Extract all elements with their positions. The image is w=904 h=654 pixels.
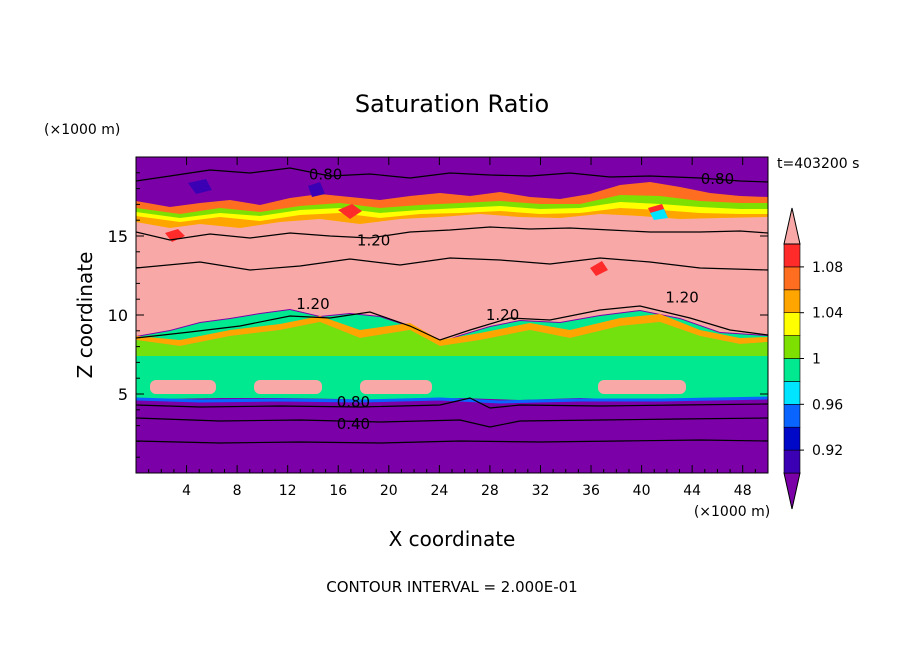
contour-lines	[136, 167, 768, 444]
y-axis-label: Z coordinate	[73, 252, 97, 379]
cloud-base-blue	[136, 396, 768, 404]
colorbar-label-1: 0.96	[812, 397, 843, 413]
colorbar-label-4: 1.08	[812, 260, 843, 276]
colorbar-segment-6	[783, 335, 801, 359]
colorbar-segment-1	[783, 449, 801, 474]
contour-label-7: 0.40	[337, 415, 370, 433]
y-unit-label: (×1000 m)	[44, 122, 120, 138]
y-tick-label-2: 15	[108, 227, 128, 246]
y-tick-label-1: 10	[108, 306, 128, 325]
x-tick-label-2: 12	[279, 483, 297, 499]
chart-title: Saturation Ratio	[355, 90, 549, 118]
contour-label-5: 1.20	[665, 289, 698, 307]
colorbar-label-0: 0.92	[812, 443, 843, 459]
time-label: t=403200 s	[777, 156, 859, 172]
contour-label-layer: 0.80 0.80 1.20 1.20 1.20 1.20 0.80 0.40	[296, 165, 734, 433]
x-tick-label-4: 20	[380, 483, 398, 499]
contour-label-1: 0.80	[701, 170, 734, 188]
x-tick-label-0: 4	[182, 483, 191, 499]
contour-label-2: 1.20	[357, 232, 390, 250]
colorbar-segment-8	[783, 289, 801, 313]
contour-label-0: 0.80	[309, 165, 342, 183]
x-tick-label-6: 28	[481, 483, 499, 499]
colorbar-segment-2	[783, 426, 801, 451]
x-axis-label: X coordinate	[389, 527, 516, 551]
x-tick-label-5: 24	[430, 483, 448, 499]
x-tick-label-9: 40	[633, 483, 651, 499]
base-lens-1	[150, 380, 216, 394]
colorbar-segment-3	[783, 403, 801, 428]
x-axis-ticks: 4 8 12 16 20 24 28 32 36 40 44 48	[148, 157, 756, 499]
lower-orange-fringe	[136, 314, 768, 346]
y-axis-ticks: 5 10 15	[108, 172, 768, 458]
colorbar-label-3: 1.04	[812, 306, 843, 322]
base-lens-4	[598, 380, 686, 394]
colorbar: 0.92 0.96 1 1.04 1.08	[783, 207, 843, 510]
x-tick-label-3: 16	[329, 483, 347, 499]
contour-label-3: 1.20	[296, 295, 329, 313]
x-tick-label-11: 48	[734, 483, 752, 499]
base-lens-3	[360, 380, 432, 394]
colorbar-label-2: 1	[812, 352, 821, 368]
contour-label-4: 1.20	[486, 306, 519, 324]
colorbar-segment-4	[783, 381, 801, 405]
top-blue-patches	[188, 179, 325, 197]
x-tick-label-1: 8	[233, 483, 242, 499]
top-cyan-patch	[650, 209, 668, 220]
colorbar-segment-9	[783, 266, 801, 291]
x-tick-label-7: 32	[532, 483, 550, 499]
lower-green-fringe	[136, 322, 768, 356]
x-tick-label-8: 36	[582, 483, 600, 499]
colorbar-segment-0	[783, 472, 801, 510]
colorbar-segment-5	[783, 358, 801, 382]
supersaturated-region	[136, 214, 768, 342]
colorbar-segment-7	[783, 312, 801, 336]
saturation-field	[136, 157, 768, 473]
colorbar-segment-11	[783, 207, 801, 245]
y-tick-label-0: 5	[118, 385, 128, 404]
contour-interval-note: CONTOUR INTERVAL = 2.000E-01	[326, 578, 577, 596]
contour-label-6: 0.80	[337, 393, 370, 411]
x-unit-label: (×1000 m)	[694, 504, 770, 520]
colorbar-segment-10	[783, 243, 801, 268]
x-tick-label-10: 44	[683, 483, 701, 499]
base-lens-2	[254, 380, 322, 394]
